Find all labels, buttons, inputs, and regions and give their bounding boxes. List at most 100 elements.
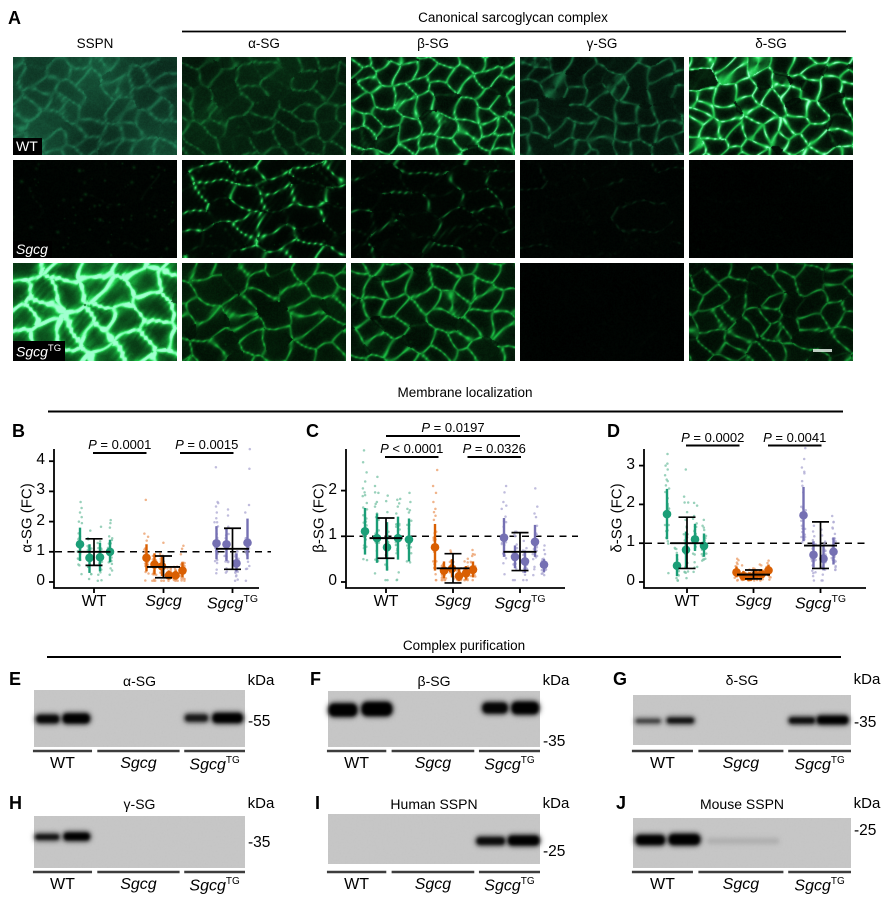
lane-label-J-1: Sgcg	[722, 876, 760, 893]
blot-panel-E	[32, 690, 245, 753]
y-tick-label: 1	[36, 541, 45, 559]
micrograph-row3-col4	[520, 263, 684, 361]
scale-bar	[813, 349, 832, 352]
canonical-complex-header: Canonical sarcoglycan complex	[418, 10, 608, 25]
panel-label-j: J	[616, 793, 627, 813]
p-value-D-0: P = 0.0002	[681, 429, 745, 445]
blot-panel-G	[631, 695, 851, 753]
p-value-C-2: P = 0.0326	[462, 441, 526, 456]
micrograph-row3-col2	[182, 263, 346, 361]
blot-panel-H	[32, 816, 245, 874]
x-category-C-2: SgcgTG	[494, 593, 546, 613]
marker-label-I: -25	[543, 843, 566, 860]
lane-label-H-1: Sgcg	[120, 876, 157, 893]
y-tick-label: 0	[626, 572, 635, 589]
kda-label-E: kDa	[247, 672, 275, 689]
complex-purification-header: Complex purification	[402, 638, 526, 653]
x-category-B-0: WT	[81, 593, 107, 610]
panel-label-f: F	[310, 669, 322, 689]
marker-label-E: -55	[248, 713, 271, 730]
y-tick-label: 1	[626, 533, 635, 551]
row-label-sgcg-tg: SgcgTG	[13, 341, 66, 361]
marker-label-G: -35	[854, 714, 877, 731]
y-axis-label-C: β-SG (FC)	[310, 483, 328, 553]
blot-panel-J	[631, 818, 851, 874]
micrograph-row1-col4	[520, 57, 684, 155]
lane-label-E-1: Sgcg	[120, 755, 157, 772]
marker-label-J: -25	[854, 822, 877, 839]
micrograph-row3-col5	[689, 263, 853, 361]
micrograph-row2-col5	[689, 160, 853, 258]
panel-label-c: C	[306, 421, 320, 441]
row-label-wt: WT	[13, 138, 42, 155]
y-tick-label: 0	[36, 572, 45, 589]
micrograph-row1-col2	[182, 57, 346, 155]
panel-label-g: G	[613, 669, 628, 689]
p-value-B-0: P = 0.0001	[88, 437, 152, 452]
y-tick-label: 3	[36, 481, 45, 499]
panel-label-d: D	[607, 421, 621, 441]
x-category-C-0: WT	[373, 593, 399, 610]
chart-panel-B	[49, 447, 271, 593]
y-tick-label: 2	[626, 494, 635, 512]
lane-label-F-1: Sgcg	[414, 755, 452, 772]
p-value-B-1: P = 0.0015	[175, 437, 239, 452]
micrograph-row1-col3	[351, 57, 515, 155]
y-tick-label: 1	[328, 526, 337, 544]
lane-label-G-1: Sgcg	[722, 755, 760, 772]
x-category-B-2: SgcgTG	[206, 593, 259, 613]
lane-label-F-2: SgcgTG	[484, 755, 535, 774]
panel-label-a: A	[8, 8, 22, 28]
panel-label-i: I	[315, 793, 321, 813]
lane-label-H-2: SgcgTG	[189, 876, 240, 895]
x-category-D-2: SgcgTG	[794, 593, 847, 613]
blot-title-H: γ-SG	[123, 796, 156, 812]
x-category-D-1: Sgcg	[735, 593, 772, 610]
column-label-alpha-sg: α-SG	[248, 36, 280, 51]
x-category-B-1: Sgcg	[145, 593, 182, 610]
micrograph-row1-col5	[689, 57, 853, 155]
marker-label-H: -35	[248, 834, 271, 851]
x-category-D-0: WT	[674, 593, 700, 610]
micrograph-row2-col4	[520, 160, 684, 258]
chart-panel-C	[341, 435, 578, 593]
y-tick-label: 4	[36, 451, 45, 469]
column-label-sspn: SSPN	[76, 36, 114, 51]
lane-label-I-1: Sgcg	[414, 876, 452, 893]
blot-title-I: Human SSPN	[390, 796, 478, 812]
y-tick-label: 2	[328, 480, 337, 498]
lane-label-H-0: WT	[50, 876, 75, 893]
chart-panel-D	[639, 444, 870, 593]
column-label-beta-sg: β-SG	[417, 36, 449, 51]
x-category-C-1: Sgcg	[434, 593, 472, 610]
column-label-gamma-sg: γ-SG	[586, 36, 618, 51]
micrograph-row3-col3	[351, 263, 515, 361]
kda-label-J: kDa	[853, 795, 881, 812]
p-value-C-1: P < 0.0001	[380, 441, 444, 456]
membrane-localization-header: Membrane localization	[397, 385, 533, 400]
panel-label-b: B	[12, 421, 26, 441]
blot-panel-F	[326, 691, 541, 753]
blot-title-F: β-SG	[417, 673, 451, 689]
p-value-C-0: P = 0.0197	[421, 420, 485, 435]
column-label-delta-sg: δ-SG	[755, 36, 787, 51]
kda-label-H: kDa	[247, 795, 275, 812]
kda-label-I: kDa	[542, 795, 570, 812]
micrograph-row2-col2	[182, 160, 346, 258]
y-axis-label-D: δ-SG (FC)	[608, 483, 626, 553]
y-tick-label: 2	[36, 511, 45, 529]
y-tick-label: 0	[328, 572, 337, 589]
kda-label-F: kDa	[542, 672, 570, 689]
lane-label-G-0: WT	[649, 755, 675, 772]
lane-label-I-2: SgcgTG	[484, 876, 535, 895]
panel-label-h: H	[9, 793, 23, 813]
lane-label-J-2: SgcgTG	[794, 876, 845, 895]
panel-label-e: E	[9, 669, 22, 689]
blot-title-J: Mouse SSPN	[699, 796, 785, 812]
lane-label-F-0: WT	[344, 755, 370, 772]
kda-label-G: kDa	[853, 671, 881, 688]
y-axis-label-B: α-SG (FC)	[18, 483, 36, 553]
blot-title-E: α-SG	[123, 673, 156, 689]
